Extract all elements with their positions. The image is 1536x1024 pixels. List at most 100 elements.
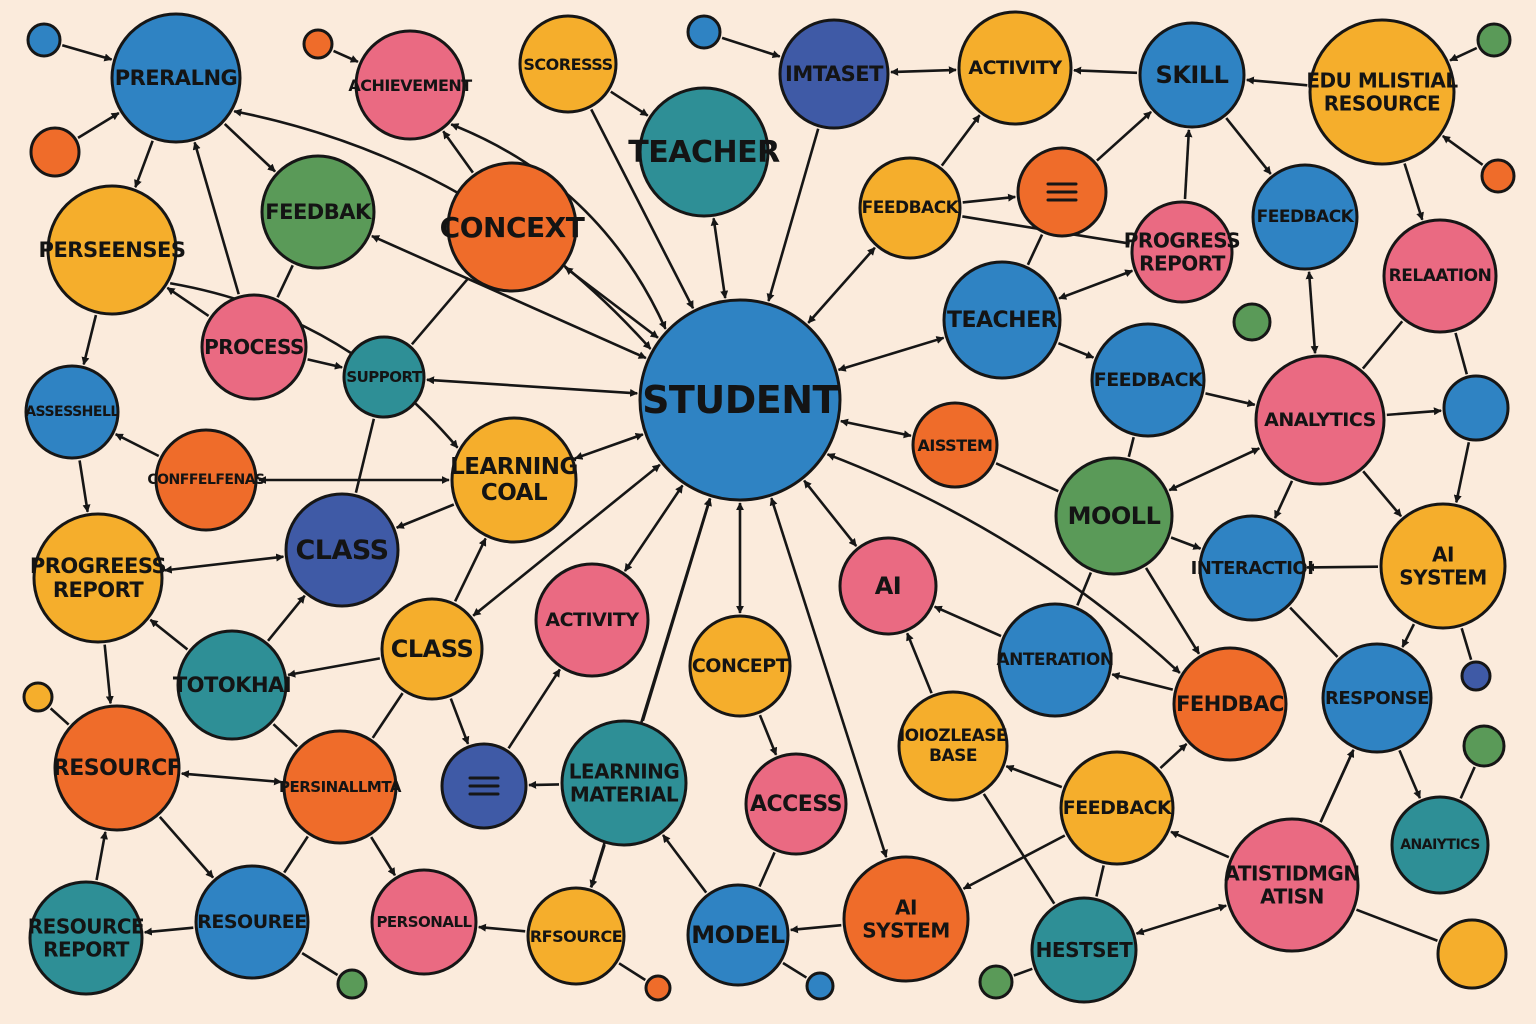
edge-activity_pink-to-student <box>623 484 684 572</box>
node-label: AISSTEM <box>918 436 993 455</box>
edge-teacher_mid-to-student <box>837 336 945 372</box>
edge-class_indigo-to-support <box>354 418 376 493</box>
node-label: CLASS <box>391 635 473 663</box>
node-label: ASSESSHELL <box>25 404 119 420</box>
node-label: AI SYSTEM <box>1399 543 1487 590</box>
edge-ai_pink-to-student <box>803 479 858 547</box>
node-s6 <box>1480 158 1516 194</box>
node-s2 <box>29 126 81 178</box>
node-hestset: HESTSET <box>1030 896 1138 1004</box>
node-circle <box>560 719 688 847</box>
node-circle <box>858 156 962 260</box>
node-label: ATISTIDMGN ATISN <box>1224 862 1359 909</box>
edge-feedback_y1-to-menu_orange <box>962 193 1017 204</box>
node-s5 <box>1476 22 1512 58</box>
edge-process-to-feedbak <box>276 264 294 298</box>
node-fehdbac: FEHDBAC <box>1172 646 1288 762</box>
node-mooll: MOOLL <box>1054 456 1174 576</box>
edge-aisstem-to-mooll <box>995 462 1059 493</box>
edge-ai_system_y-to-interaction <box>1306 563 1379 572</box>
node-ai-system-y: AI SYSTEM <box>1379 502 1507 630</box>
node-menu-orange <box>1016 146 1108 238</box>
node-yellow-br <box>1436 918 1508 990</box>
edge-imtaset-to-student <box>766 128 820 302</box>
edge-totokhai-to-progress_report_y <box>149 618 189 651</box>
node-label: ANAIYTICS <box>1400 837 1480 853</box>
node-circle <box>957 10 1073 126</box>
node-label: HESTSET <box>1036 938 1134 962</box>
edge-persinallmta-to-resouree <box>283 835 309 874</box>
node-circle <box>1232 302 1272 342</box>
edge-fehdbac-to-anteration <box>1111 672 1174 691</box>
node-confelfenas: CONFFELFENAS <box>147 428 266 532</box>
node-label: PERSEENSES <box>39 238 186 262</box>
edge-rfsource-to-s12 <box>618 962 647 982</box>
edge-interaction-to-response <box>1289 606 1339 658</box>
node-label: RESPONSE <box>1325 688 1429 709</box>
edge-persinallmta-to-personall <box>370 836 397 876</box>
node-label: ACTIVITY <box>545 609 639 631</box>
edge-ai_system_o-to-model <box>789 923 842 934</box>
node-response: RESPONSE <box>1321 642 1433 754</box>
edge-class_y-to-menu_indigo <box>449 698 470 745</box>
node-anteration: ANTERATION <box>996 602 1114 718</box>
node-label: PROCESS <box>204 335 304 359</box>
edge-perseenses-to-learning_goal <box>169 281 459 449</box>
node-circle <box>978 964 1014 1000</box>
node-atistidmgn: ATISTIDMGN ATISN <box>1224 817 1360 953</box>
edge-resouree-to-s7 <box>301 951 339 977</box>
node-imtaset: IMTASET <box>778 18 890 130</box>
node-totokhai: TOTOKHAI <box>173 629 292 741</box>
node-circle <box>380 597 484 701</box>
node-rfsource: RFSOURCE <box>526 886 626 986</box>
node-label: PERSINALLMTA <box>279 778 402 796</box>
node-analytics-pink: ANALYTICS <box>1254 354 1386 486</box>
edge-confelfenas-to-assesshell <box>114 433 160 458</box>
edge-atistidmgn-to-response <box>1319 749 1355 823</box>
node-s14 <box>1232 302 1272 342</box>
node-feedback-b2: FEEDBACK <box>1090 322 1206 438</box>
edge-resource_report-to-resourcf <box>95 831 108 881</box>
node-label: PROGRESS REPORT <box>1124 229 1240 276</box>
node-circle <box>686 883 790 987</box>
node-circle <box>1198 514 1306 622</box>
node-circle <box>370 868 478 976</box>
node-scoresss: SCORESSS <box>518 14 618 114</box>
node-activity-pink: ACTIVITY <box>534 562 650 678</box>
edge-s5-to-edu_resource <box>1449 46 1478 62</box>
node-label: FEEDBACK <box>1257 207 1355 227</box>
node-label: PRERALNG <box>115 66 238 90</box>
edge-class_y-to-learning_goal <box>453 537 487 602</box>
node-feedback-b1: FEEDBACK <box>1251 163 1359 271</box>
edge-concext-to-achievement <box>442 130 474 174</box>
node-label: CLASS <box>295 535 388 566</box>
node-circle <box>110 12 242 144</box>
node-s10 <box>22 681 54 713</box>
node-circle <box>29 126 81 178</box>
edge-imtaset-to-activity_top <box>890 66 957 76</box>
edge-mooll-to-anteration <box>1076 571 1093 606</box>
node-circle <box>260 154 376 270</box>
node-label: RFSOURCE <box>530 927 622 946</box>
edge-mooll-to-interaction <box>1170 536 1202 550</box>
edge-s10-to-resourcf <box>49 707 70 726</box>
node-label: TEACHER <box>947 308 1058 333</box>
node-access: ACCESS <box>744 752 848 856</box>
edge-s4-to-imtaset <box>721 36 781 59</box>
node-label: ACHIEVEMENT <box>348 76 472 95</box>
node-skill: SKILL <box>1138 21 1246 129</box>
edge-edu_resource-to-relation <box>1403 163 1424 221</box>
edge-s9-to-analytics_teal <box>1459 766 1476 799</box>
node-concept: CONCEPT <box>688 614 792 718</box>
node-resourcf: RESOURCF <box>53 704 182 832</box>
node-label: LEARNING COAL <box>450 454 578 506</box>
node-label: INTERACTIOI <box>1191 558 1314 579</box>
node-circle <box>1138 21 1246 129</box>
node-s8 <box>1460 660 1492 692</box>
edge-feedback_y2-to-hestset <box>1095 865 1105 897</box>
edge-learning_material-to-rfsource <box>589 844 606 889</box>
node-circle <box>1436 918 1508 990</box>
node-label: PROGREESS REPORT <box>30 554 166 602</box>
node-label: SCORESSS <box>523 55 612 74</box>
node-support: SUPPORT <box>342 335 426 419</box>
